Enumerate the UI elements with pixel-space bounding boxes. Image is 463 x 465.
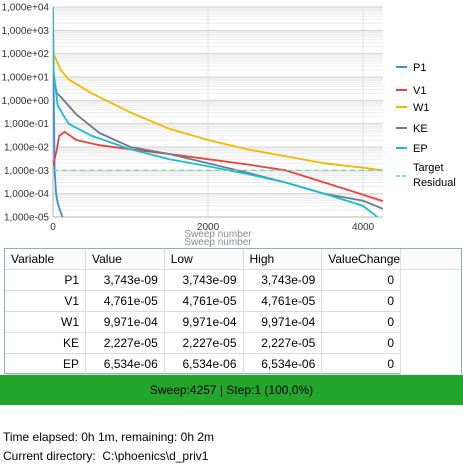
col-low[interactable]: Low: [164, 249, 244, 270]
directory-label: Current directory:: [3, 449, 96, 463]
cell-value: 2,227e-05: [85, 332, 165, 354]
x-tick-label: 4000: [352, 222, 375, 233]
directory-info: Current directory: C:\phoenics\d_priv1: [3, 449, 208, 463]
row-filler: [400, 269, 461, 291]
table-row[interactable]: KE 2,227e-05 2,227e-05 2,227e-05 0: [5, 332, 461, 354]
col-variable[interactable]: Variable: [5, 249, 86, 270]
x-tick-label: 0: [50, 222, 56, 233]
cell-variable: P1: [5, 269, 86, 291]
col-value[interactable]: Value: [85, 249, 165, 270]
y-tick-label: 1,000e-05: [4, 213, 49, 224]
cell-value: 4,761e-05: [85, 290, 165, 312]
cell-low: 3,743e-09: [163, 269, 244, 291]
y-tick-label: 1,000e-04: [4, 189, 49, 200]
cell-value: 6,534e-06: [85, 353, 165, 375]
cell-valuechange: 0: [321, 269, 401, 291]
y-tick-label: 1,000e-01: [4, 119, 49, 130]
cell-valuechange: 0: [321, 290, 401, 312]
sweep-status-text: Sweep:4257 | Step:1 (100,0%): [149, 383, 314, 397]
y-tick-label: 1,000e+03: [1, 26, 49, 37]
cell-high: 4,761e-05: [242, 290, 323, 312]
row-filler: [400, 311, 461, 333]
cell-valuechange: 0: [321, 311, 401, 333]
series-line-w1: [53, 6, 383, 172]
cell-valuechange: 0: [321, 353, 401, 375]
cell-high: 2,227e-05: [242, 332, 323, 354]
time-info: Time elapsed: 0h 1m, remaining: 0h 2m: [3, 430, 214, 444]
cell-value: 9,971e-04: [85, 311, 165, 333]
y-tick-label: 1,000e+02: [1, 49, 49, 60]
cell-high: 6,534e-06: [242, 353, 323, 375]
row-filler: [400, 332, 461, 354]
table-row[interactable]: V1 4,761e-05 4,761e-05 4,761e-05 0: [5, 290, 461, 312]
cell-variable: V1: [5, 290, 86, 312]
x-tick-label: 2000: [197, 222, 220, 233]
legend-label: KE: [413, 123, 428, 135]
table-row[interactable]: EP 6,534e-06 6,534e-06 6,534e-06 0: [5, 353, 461, 375]
y-tick-label: 1,000e-02: [4, 143, 49, 154]
cell-variable: KE: [5, 332, 86, 354]
row-filler: [400, 353, 461, 375]
y-tick-label: 1,000e-03: [4, 166, 49, 177]
directory-path: C:\phoenics\d_priv1: [102, 449, 209, 463]
col-filler: [400, 249, 461, 270]
cell-valuechange: 0: [321, 332, 401, 354]
col-high[interactable]: High: [243, 249, 323, 270]
row-filler: [400, 290, 461, 312]
cell-low: 4,761e-05: [163, 290, 244, 312]
legend-label: W1: [413, 102, 430, 114]
table-row[interactable]: P1 3,743e-09 3,743e-09 3,743e-09 0: [5, 269, 461, 291]
cell-variable: EP: [5, 353, 86, 375]
cell-high: 9,971e-04: [242, 311, 323, 333]
legend-label: Residual: [413, 177, 456, 189]
legend-label: Target: [413, 162, 444, 174]
legend-label: EP: [413, 143, 428, 155]
cell-high: 3,743e-09: [242, 269, 323, 291]
series-line-v1: [53, 130, 383, 203]
y-tick-label: 1,000e+01: [1, 73, 49, 84]
y-tick-label: 1,000e+04: [1, 3, 49, 14]
col-valuechange[interactable]: ValueChange: [321, 249, 401, 270]
x-axis-label: Sweep number: [184, 229, 252, 240]
y-tick-label: 1,000e+00: [1, 96, 49, 107]
table-row[interactable]: W1 9,971e-04 9,971e-04 9,971e-04 0: [5, 311, 461, 333]
variables-table-panel[interactable]: Variable Value Low High ValueChange P1 3,…: [4, 248, 462, 375]
cell-variable: W1: [5, 311, 86, 333]
residual-chart: 1,000e+04 1,000e+03 1,000e+02 1,000e+01 1,00…: [1, 3, 456, 248]
progress-bar: Sweep:4257 | Step:1 (100,0%): [0, 375, 463, 405]
series-line-ep: [53, 6, 379, 217]
table-header-row: Variable Value Low High ValueChange: [5, 249, 461, 270]
cell-value: 3,743e-09: [85, 269, 165, 291]
legend-label: V1: [413, 85, 426, 97]
cell-low: 2,227e-05: [163, 332, 244, 354]
legend-label: P1: [413, 62, 426, 74]
x-axis-label-shadow: Sweep number: [184, 237, 252, 247]
variables-table: Variable Value Low High ValueChange P1 3,…: [5, 249, 461, 375]
cell-low: 9,971e-04: [163, 311, 244, 333]
cell-low: 6,534e-06: [163, 353, 244, 375]
series-line-p1: [53, 19, 64, 217]
series-line-ke: [53, 19, 383, 210]
